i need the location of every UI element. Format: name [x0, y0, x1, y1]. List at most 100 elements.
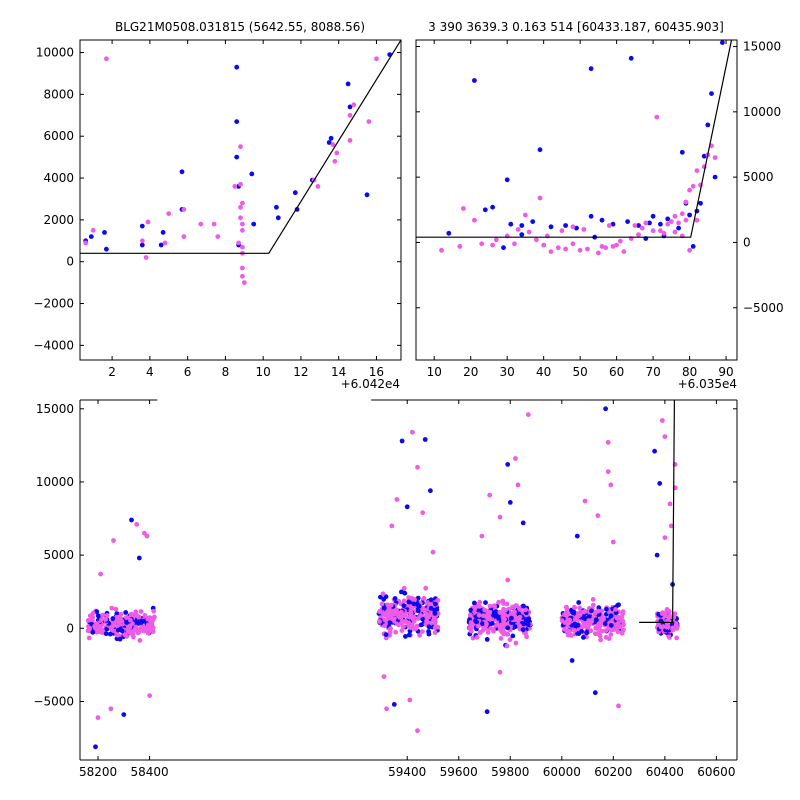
data-point — [117, 636, 123, 642]
data-point — [330, 142, 336, 148]
data-point — [484, 637, 490, 642]
data-point — [673, 622, 679, 627]
data-point — [486, 613, 492, 619]
data-point — [240, 200, 245, 206]
data-point — [705, 122, 711, 128]
data-point — [480, 621, 485, 626]
data-point — [399, 609, 404, 615]
x-tick-label: 80 — [682, 365, 697, 379]
data-point — [351, 102, 357, 108]
data-point — [428, 488, 433, 494]
data-point — [114, 632, 120, 638]
data-point — [720, 40, 725, 45]
data-point — [104, 56, 109, 62]
data-point — [103, 617, 109, 622]
data-point — [411, 614, 417, 620]
data-point — [399, 628, 405, 633]
data-point — [665, 216, 671, 222]
data-point — [416, 603, 422, 609]
data-point — [393, 629, 398, 635]
data-point — [523, 212, 528, 218]
data-point — [377, 608, 383, 614]
y-tick-label: 5000 — [43, 548, 74, 562]
data-point — [366, 119, 372, 124]
data-point — [408, 625, 414, 631]
data-point — [605, 440, 611, 445]
data-point — [572, 628, 578, 633]
data-point — [129, 629, 135, 635]
data-point — [667, 614, 673, 620]
data-point — [694, 168, 700, 174]
data-point — [608, 613, 614, 619]
data-point — [484, 709, 490, 715]
data-point — [385, 613, 391, 618]
data-point — [513, 624, 518, 629]
x-tick-label: 6 — [184, 365, 192, 379]
data-point — [515, 482, 521, 488]
data-point — [428, 597, 434, 603]
data-point — [657, 481, 663, 486]
data-point — [238, 204, 243, 210]
data-point — [595, 622, 601, 628]
data-point — [232, 184, 238, 189]
x-tick-label: 8 — [222, 365, 230, 379]
data-point — [421, 607, 427, 613]
data-point — [521, 603, 526, 609]
data-point — [679, 211, 685, 217]
y-tick-label: 0 — [66, 621, 74, 635]
data-point — [388, 602, 394, 608]
data-point — [537, 195, 543, 201]
data-point — [508, 221, 514, 227]
data-point — [236, 240, 242, 246]
data-point — [510, 633, 516, 639]
data-point — [135, 613, 141, 619]
data-point — [621, 622, 626, 628]
data-point — [104, 246, 109, 252]
data-point — [504, 643, 510, 649]
data-point — [141, 628, 147, 634]
data-point — [406, 632, 412, 638]
data-point — [577, 605, 583, 611]
data-point — [662, 434, 668, 439]
data-point — [501, 245, 506, 251]
data-point — [601, 616, 606, 622]
data-point — [595, 608, 601, 614]
data-point — [564, 629, 570, 635]
data-point — [234, 154, 240, 160]
data-point — [479, 533, 485, 539]
data-point — [496, 599, 501, 605]
data-point — [570, 224, 576, 230]
data-point — [603, 628, 609, 633]
data-point — [676, 220, 681, 226]
data-point — [385, 602, 391, 608]
data-point — [432, 611, 438, 616]
data-point — [215, 234, 221, 240]
data-point — [614, 242, 619, 248]
x-tick-label: 2 — [108, 365, 116, 379]
data-point — [475, 623, 481, 629]
plot-area — [80, 40, 401, 285]
data-point — [181, 207, 187, 212]
data-point — [104, 613, 110, 618]
data-point — [374, 56, 379, 62]
data-point — [179, 169, 185, 175]
data-point — [590, 597, 596, 602]
x-tick-label: 59600 — [440, 765, 478, 779]
data-point — [650, 228, 656, 234]
data-point — [654, 114, 660, 120]
data-point — [619, 614, 625, 620]
data-point — [315, 184, 321, 189]
data-point — [615, 621, 621, 627]
plot-area — [85, 400, 680, 750]
data-point — [663, 613, 668, 619]
x-tick-label: 40 — [536, 365, 551, 379]
x-tick-label: 60400 — [646, 765, 684, 779]
x-tick-label: 58400 — [130, 765, 168, 779]
data-point — [610, 244, 616, 249]
y-tick-label: 10000 — [36, 475, 74, 489]
data-point — [123, 610, 129, 615]
data-point — [398, 614, 404, 620]
data-point — [505, 577, 511, 583]
data-point — [86, 635, 92, 641]
data-point — [504, 177, 510, 183]
